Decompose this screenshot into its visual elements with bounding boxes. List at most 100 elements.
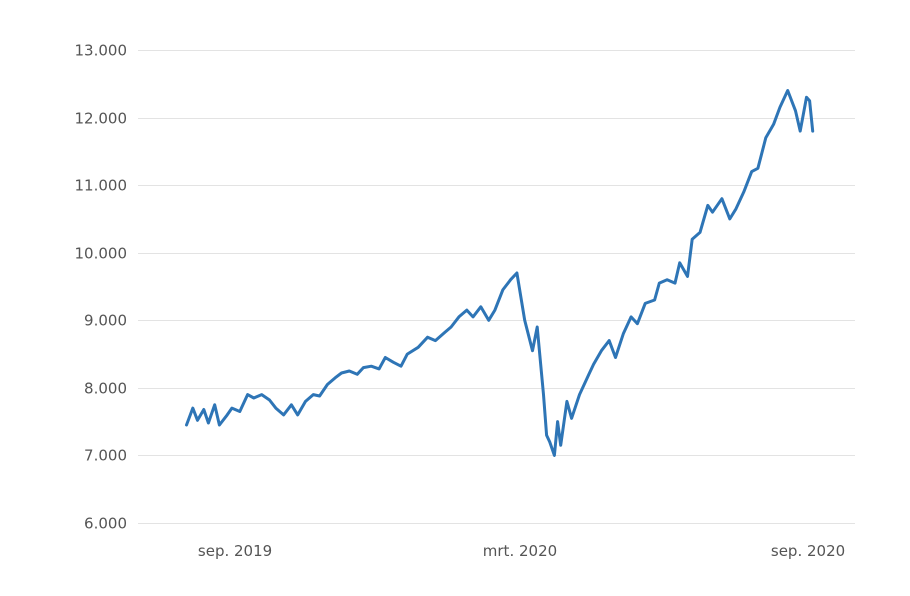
y-axis-tick-labels: 6.000 7.000 8.000 9.000 10.000 11.000 12.000 13… bbox=[75, 42, 128, 533]
series-point bbox=[565, 400, 568, 403]
series-point bbox=[191, 407, 194, 410]
series-point bbox=[542, 393, 545, 396]
series-point bbox=[434, 339, 437, 342]
series-point bbox=[443, 331, 446, 334]
series-point bbox=[348, 370, 351, 372]
series-point bbox=[592, 363, 595, 366]
series-point bbox=[799, 130, 802, 133]
series-point bbox=[218, 424, 221, 426]
y-tick-label: 11.000 bbox=[75, 177, 128, 195]
series-point bbox=[711, 211, 714, 214]
series-point bbox=[304, 400, 307, 403]
series-point bbox=[312, 393, 315, 396]
series-point bbox=[426, 336, 429, 339]
series-point bbox=[728, 217, 731, 220]
series-point bbox=[400, 365, 402, 368]
series-point bbox=[196, 419, 199, 422]
series-point bbox=[226, 413, 229, 416]
series-point bbox=[772, 123, 775, 126]
y-tick-label: 13.000 bbox=[75, 42, 128, 60]
series-point bbox=[457, 315, 460, 318]
series-point bbox=[213, 403, 216, 406]
series-point bbox=[720, 197, 723, 200]
y-tick-label: 8.000 bbox=[84, 380, 127, 398]
series-point bbox=[326, 383, 329, 386]
series-point bbox=[274, 407, 277, 410]
series-point bbox=[536, 326, 539, 328]
series-point bbox=[290, 403, 293, 406]
series-point bbox=[556, 420, 559, 423]
series-point bbox=[678, 261, 681, 264]
series-point bbox=[644, 302, 647, 305]
series-point bbox=[764, 136, 767, 139]
series-point bbox=[509, 278, 512, 281]
series-point bbox=[523, 319, 526, 322]
series-point bbox=[370, 365, 373, 368]
series-point bbox=[202, 408, 205, 411]
y-tick-label: 12.000 bbox=[75, 110, 128, 128]
series-point bbox=[750, 170, 753, 173]
series-point bbox=[686, 275, 689, 278]
x-tick-label: sep. 2019 bbox=[198, 542, 272, 560]
series-point bbox=[230, 407, 233, 410]
series-point bbox=[417, 346, 420, 349]
series-point bbox=[238, 410, 241, 413]
series-point bbox=[493, 309, 496, 312]
series-point bbox=[699, 231, 701, 234]
series-point bbox=[392, 361, 395, 364]
series-point bbox=[653, 299, 656, 301]
series-point bbox=[808, 99, 811, 102]
series-point bbox=[384, 356, 387, 359]
y-tick-label: 7.000 bbox=[84, 447, 127, 465]
series-point bbox=[252, 397, 255, 399]
series-point bbox=[786, 89, 789, 92]
series-point bbox=[608, 339, 611, 342]
series-point bbox=[614, 356, 617, 359]
series-point bbox=[450, 326, 453, 328]
series-point bbox=[185, 424, 188, 426]
series-point bbox=[778, 106, 781, 109]
series-point bbox=[545, 434, 548, 437]
series-point bbox=[318, 395, 321, 397]
series-point bbox=[578, 393, 581, 396]
series-point bbox=[479, 305, 482, 308]
x-axis-tick-labels: sep. 2019 mrt. 2020 sep. 2020 bbox=[198, 542, 845, 560]
series-point bbox=[630, 315, 633, 318]
series-point bbox=[735, 207, 737, 210]
series-points bbox=[185, 89, 814, 457]
series-point bbox=[742, 190, 745, 193]
series-point bbox=[587, 373, 590, 376]
series-point bbox=[260, 393, 263, 396]
series-point bbox=[570, 417, 573, 420]
series-point bbox=[658, 282, 661, 285]
series-point bbox=[406, 353, 409, 356]
y-tick-label: 10.000 bbox=[75, 245, 128, 263]
series-point bbox=[207, 422, 210, 424]
gridlines bbox=[138, 50, 855, 524]
series-point bbox=[636, 322, 639, 325]
y-tick-label: 6.000 bbox=[84, 515, 127, 533]
series-point bbox=[706, 204, 709, 207]
series-point bbox=[515, 272, 518, 274]
series-point bbox=[487, 319, 490, 322]
y-tick-label: 9.000 bbox=[84, 312, 127, 330]
series-point bbox=[794, 109, 797, 112]
series-point bbox=[378, 367, 381, 370]
series-point bbox=[691, 238, 694, 241]
series-point bbox=[282, 413, 285, 416]
series-point bbox=[472, 315, 474, 318]
series-point bbox=[756, 167, 759, 170]
series-point bbox=[548, 440, 551, 443]
series-point bbox=[246, 393, 249, 396]
x-tick-label: sep. 2020 bbox=[771, 542, 845, 560]
x-tick-label: mrt. 2020 bbox=[483, 542, 557, 560]
series-point bbox=[811, 130, 814, 133]
series-point bbox=[501, 288, 504, 291]
series-point bbox=[362, 366, 365, 369]
series-point bbox=[356, 373, 359, 376]
series-point bbox=[559, 444, 562, 447]
series-point bbox=[553, 454, 556, 457]
series-point bbox=[531, 349, 534, 352]
